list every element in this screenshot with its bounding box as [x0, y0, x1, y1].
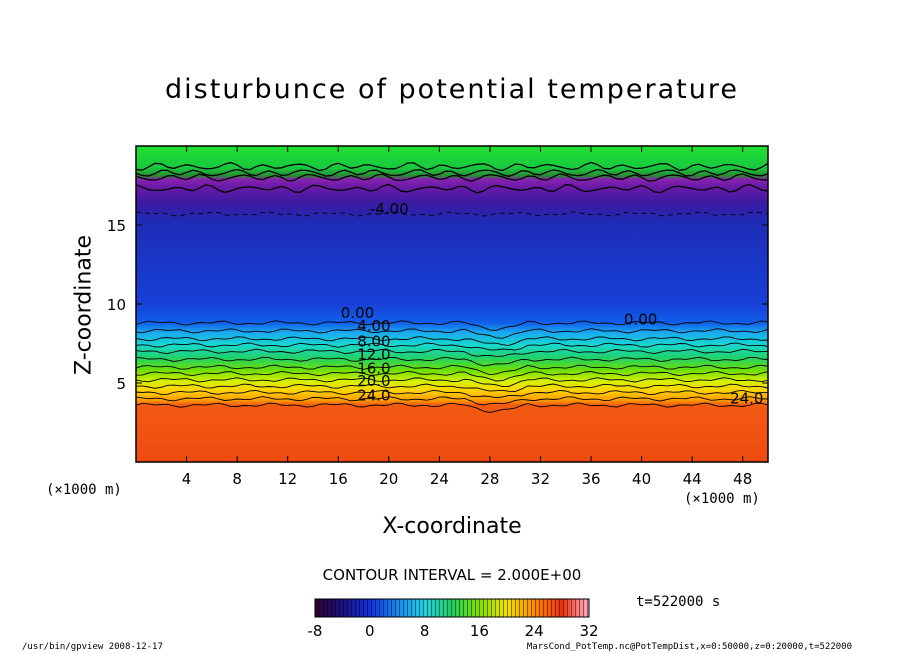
contour-lines: [135, 161, 769, 413]
contour-label: 4.00: [357, 317, 390, 335]
contour-line: [135, 383, 769, 392]
x-tick-label: 28: [480, 470, 499, 488]
contour-line: [135, 336, 769, 346]
field-fill: [136, 146, 768, 462]
contour-field: -4.000.004.008.0012.016.020.024.00.0024.…: [135, 145, 769, 463]
colorbar-tick-label: -8: [307, 622, 323, 640]
contour-line: [135, 211, 769, 217]
contour-labels: -4.000.004.008.0012.016.020.024.00.0024.…: [341, 200, 764, 408]
contour-line: [135, 402, 769, 413]
footer-right: MarsCond_PotTemp.nc@PotTempDist,x=0:5000…: [526, 642, 852, 652]
contour-line: [135, 173, 769, 182]
contour-line: [135, 320, 769, 331]
x-tick-label: 36: [581, 470, 600, 488]
contour-line: [135, 328, 769, 339]
contour-line: [135, 183, 769, 194]
x-axis-label: X-coordinate: [382, 514, 522, 539]
contour-line: [135, 168, 769, 177]
contour-label: 0.00: [341, 304, 374, 322]
colorbar-stripes: [315, 599, 589, 617]
contour-interval-text: CONTOUR INTERVAL = 2.000E+00: [322, 566, 582, 584]
colorbar-frame: [314, 598, 590, 618]
colorbar-tick-label: 8: [419, 622, 430, 640]
y-axis-label: Z-coordinate: [71, 235, 97, 375]
y-tick-label: 10: [107, 296, 126, 314]
x-tick-label: 20: [379, 470, 398, 488]
chart-title: disturbunce of potential temperature: [165, 74, 739, 105]
y-tick-label: 5: [116, 375, 126, 393]
contour-label: 24.0: [357, 386, 390, 404]
colorbar-tick-label: 0: [365, 622, 375, 640]
contour-line: [135, 389, 769, 399]
colorbar-tick-label: 32: [579, 622, 599, 640]
x-unit-label-left: (×1000 m): [46, 482, 122, 498]
contour-line: [135, 370, 769, 382]
contour-label: -4.00: [370, 200, 409, 218]
x-tick-label: 24: [430, 470, 449, 488]
contour-label: 24.0: [730, 390, 763, 408]
colorbar-tick-label: 24: [524, 622, 544, 640]
contour-interval-label: CONTOUR INTERVAL = 2.000E+00: [0, 566, 904, 584]
contour-line: [135, 364, 769, 376]
contour-line: [135, 396, 769, 406]
contour-label: 8.00: [357, 333, 390, 351]
contour-label: 12.0: [357, 345, 390, 363]
x-tick-label: 40: [632, 470, 651, 488]
contour-label: 0.00: [624, 311, 657, 329]
colorbar: [314, 598, 590, 618]
contour-line: [135, 342, 769, 351]
x-tick-label: 32: [531, 470, 550, 488]
x-tick-label: 44: [683, 470, 702, 488]
y-axis: 5 10 15: [107, 217, 768, 393]
x-tick-label: 4: [182, 470, 192, 488]
contour-line: [135, 348, 769, 357]
contour-line: [135, 377, 769, 387]
x-tick-label: 48: [733, 470, 752, 488]
contour-line: [135, 161, 769, 172]
y-tick-label: 15: [107, 217, 126, 235]
contour-label: 16.0: [357, 360, 390, 378]
footer-left: /usr/bin/gpview 2008-12-17: [22, 642, 163, 652]
time-label: t=522000 s: [636, 594, 721, 610]
x-tick-label: 8: [232, 470, 242, 488]
x-tick-label: 16: [329, 470, 348, 488]
x-tick-label: 12: [278, 470, 297, 488]
contour-line: [135, 356, 769, 367]
contour-label: 20.0: [357, 372, 390, 390]
x-axis: 4 8 12 16 20 24 28 32 36 40 44 48: [182, 146, 752, 488]
colorbar-tick-label: 16: [469, 622, 489, 640]
x-unit-label-right: (×1000 m): [684, 491, 760, 507]
